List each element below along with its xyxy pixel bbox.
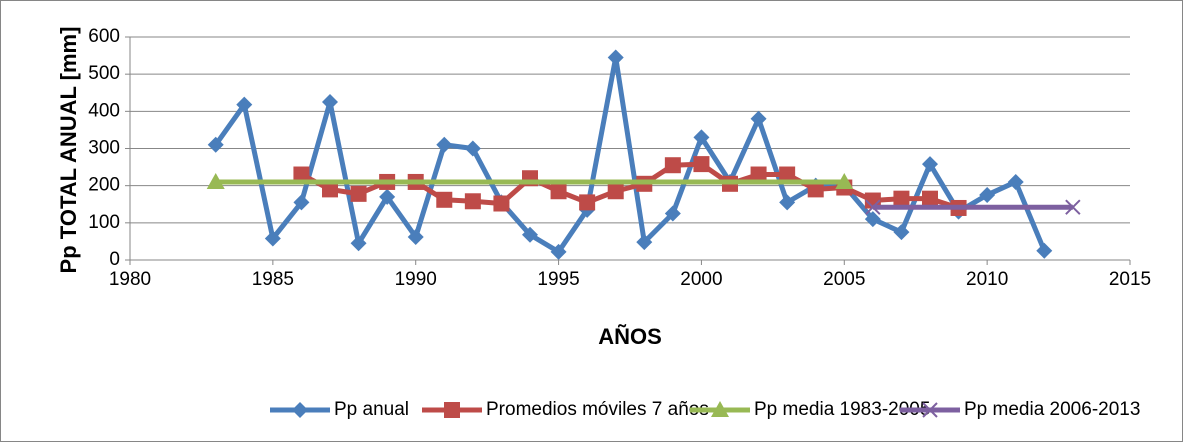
- y-tick-label: 100: [88, 212, 120, 233]
- y-tick-label: 0: [109, 249, 120, 270]
- x-axis-label: AÑOS: [598, 324, 662, 349]
- marker: [444, 402, 460, 418]
- marker: [807, 181, 824, 198]
- marker: [865, 199, 881, 215]
- marker: [750, 110, 767, 127]
- marker: [293, 166, 310, 183]
- marker: [607, 49, 624, 66]
- marker: [835, 172, 854, 189]
- marker: [893, 190, 910, 207]
- x-tick-label: 2015: [1109, 269, 1151, 290]
- x-tick-label: 1995: [537, 269, 579, 290]
- legend-label: Pp media 2006-2013: [964, 399, 1140, 420]
- legend-label: Pp media 1983-2005: [754, 399, 930, 420]
- marker: [407, 228, 424, 245]
- marker: [206, 172, 225, 189]
- marker: [293, 194, 310, 211]
- marker: [436, 191, 453, 208]
- marker: [550, 183, 567, 200]
- marker: [207, 136, 224, 153]
- marker: [579, 194, 596, 211]
- marker: [1065, 199, 1081, 215]
- y-axis-label: Pp TOTAL ANUAL [mm]: [56, 27, 81, 274]
- series-line: [213, 54, 1047, 255]
- marker: [1007, 173, 1024, 190]
- y-tick-label: 500: [88, 63, 120, 84]
- marker: [550, 243, 567, 260]
- marker: [322, 94, 338, 111]
- x-tick-label: 2000: [680, 269, 722, 290]
- x-tick-label: 1990: [395, 269, 437, 290]
- marker: [379, 188, 396, 205]
- marker: [864, 211, 881, 228]
- marker: [922, 156, 938, 173]
- marker: [350, 235, 367, 252]
- y-tick-label: 600: [88, 26, 120, 47]
- marker: [493, 195, 510, 212]
- marker: [750, 166, 767, 183]
- x-tick-label: 2010: [966, 269, 1008, 290]
- marker: [464, 140, 481, 157]
- marker: [711, 401, 729, 417]
- marker: [636, 234, 653, 251]
- y-tick-label: 300: [88, 138, 120, 159]
- marker: [607, 183, 624, 200]
- marker: [779, 194, 796, 211]
- marker: [522, 226, 538, 243]
- marker: [292, 402, 308, 418]
- marker: [922, 402, 938, 418]
- y-tick-label: 400: [88, 100, 120, 121]
- marker: [979, 186, 996, 203]
- marker: [922, 190, 938, 207]
- marker: [236, 96, 253, 113]
- marker: [464, 193, 481, 210]
- marker: [436, 136, 453, 153]
- y-tick-label: 200: [88, 175, 120, 196]
- marker: [779, 166, 796, 183]
- marker: [350, 185, 367, 202]
- x-tick-label: 1985: [252, 269, 294, 290]
- legend-label: Promedios móviles 7 años: [486, 399, 709, 420]
- marker: [664, 205, 681, 222]
- marker: [893, 224, 910, 241]
- marker: [322, 181, 338, 198]
- x-tick-label: 2005: [823, 269, 865, 290]
- marker: [264, 230, 281, 247]
- marker: [1036, 242, 1053, 259]
- marker: [693, 156, 710, 173]
- marker: [664, 157, 681, 174]
- marker: [693, 129, 710, 146]
- x-tick-label: 1980: [109, 269, 151, 290]
- legend-label: Pp anual: [334, 399, 409, 420]
